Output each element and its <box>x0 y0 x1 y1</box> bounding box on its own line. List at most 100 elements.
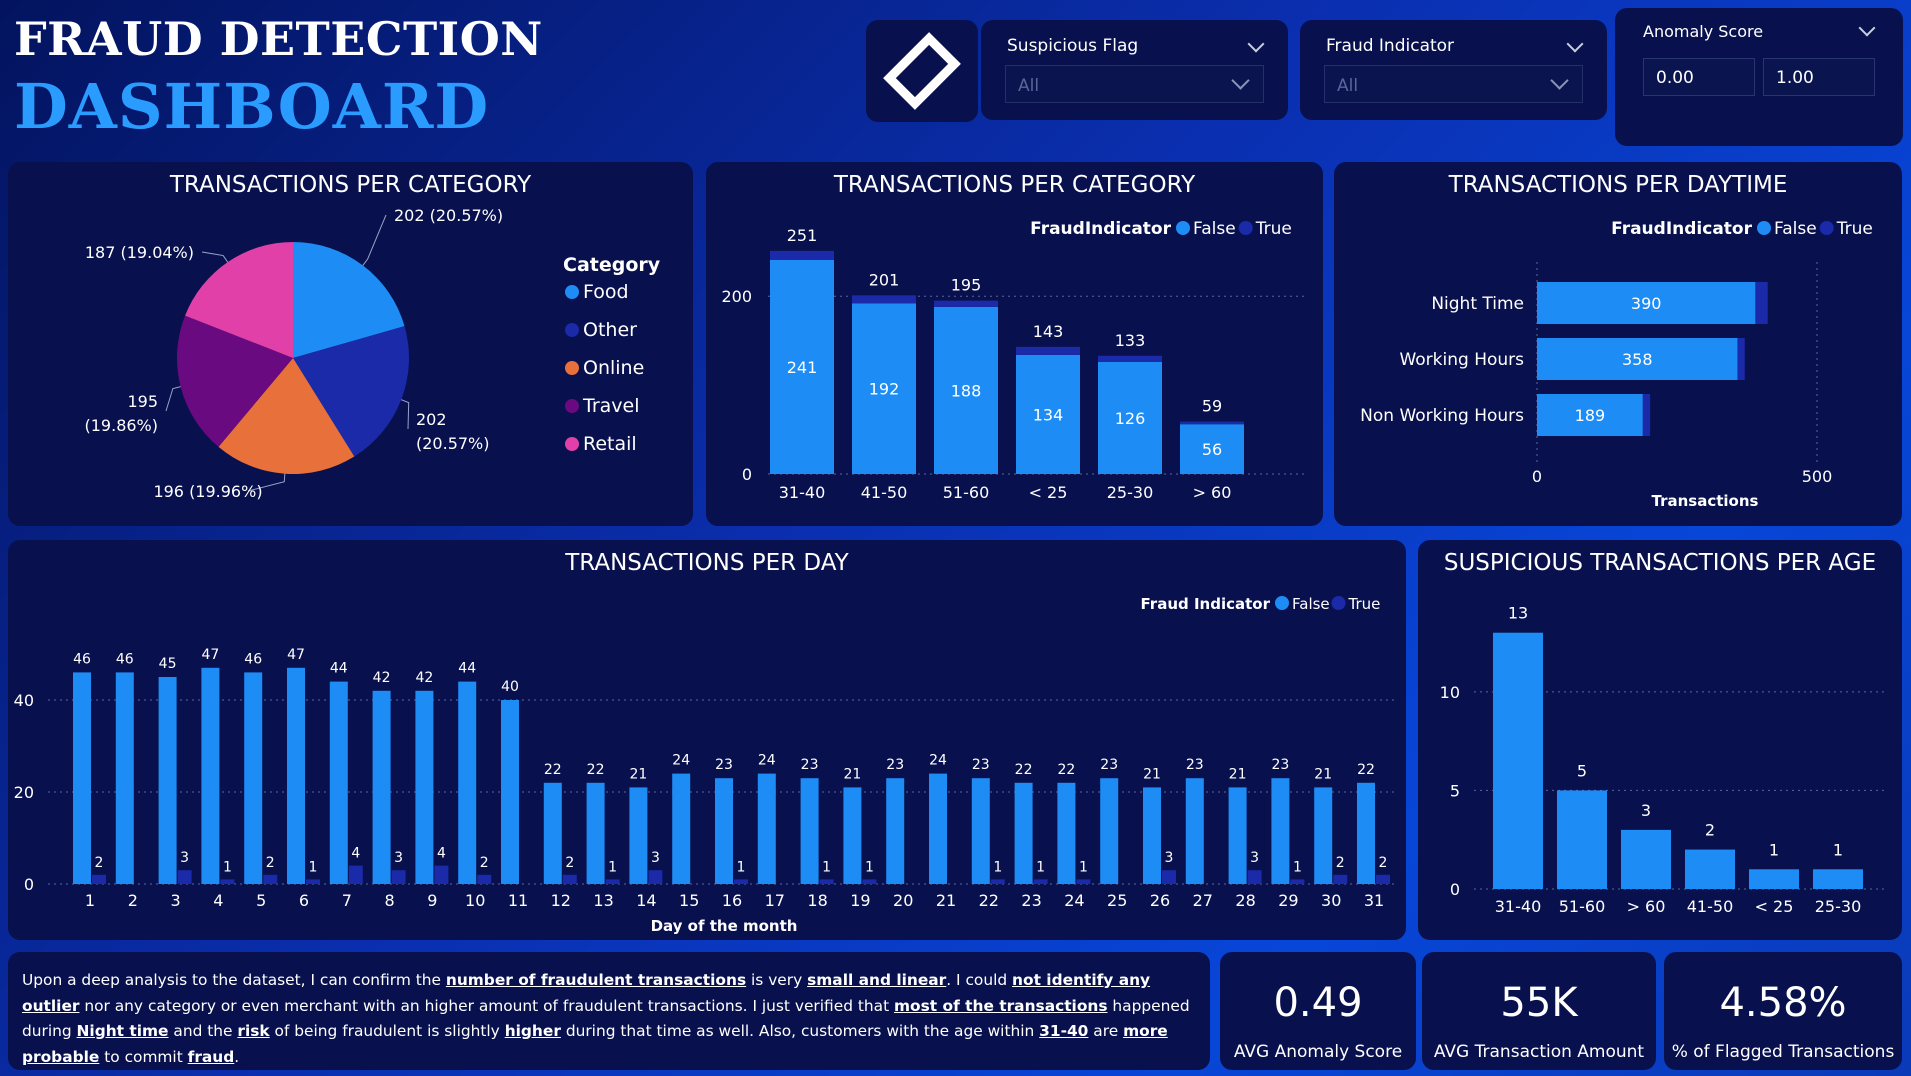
bar-true <box>1737 338 1745 380</box>
pie-slice <box>293 242 405 358</box>
logo-tile <box>866 20 978 122</box>
day-chart-title: TRANSACTIONS PER DAY <box>565 550 849 576</box>
bar-false <box>1057 782 1076 884</box>
pie-legend-item: Other <box>583 319 637 341</box>
bar-false-label: 47 <box>201 647 219 663</box>
x-tick-label: 3 <box>171 891 181 910</box>
bar-false <box>843 787 862 884</box>
y-tick-label: 40 <box>14 691 34 710</box>
chevron-down-icon[interactable] <box>1566 35 1584 53</box>
fraud-indicator-filter[interactable]: Fraud Indicator All <box>1300 20 1607 120</box>
x-tick-label: 8 <box>385 891 395 910</box>
pie-legend-item: Food <box>583 281 629 303</box>
bar-false-label: 44 <box>458 661 476 677</box>
chevron-down-icon[interactable] <box>1858 19 1876 37</box>
x-tick-label: 4 <box>213 891 223 910</box>
x-axis-label: Transactions <box>1652 492 1759 510</box>
age-chart-title: SUSPICIOUS TRANSACTIONS PER AGE <box>1443 550 1877 576</box>
x-tick-label: 7 <box>342 891 352 910</box>
bar-true-label: 1 <box>608 859 617 875</box>
bar-true-label: 3 <box>180 850 189 866</box>
pie-data-label: 202 (20.57%) <box>394 206 503 225</box>
bar-false <box>929 773 947 884</box>
legend-false-label: False <box>1292 595 1330 613</box>
x-tick-label: 41-50 <box>1687 897 1734 916</box>
bar-total-label: 59 <box>1202 397 1222 416</box>
bar-false-label: 47 <box>287 647 305 663</box>
chevron-down-icon[interactable] <box>1247 35 1265 53</box>
bar-false-label: 45 <box>159 656 177 672</box>
bar-true-label: 2 <box>565 855 574 871</box>
bar-true <box>434 865 449 884</box>
y-category-label: Night Time <box>1431 294 1524 314</box>
bar-true <box>1376 874 1390 884</box>
x-tick-label: < 25 <box>1029 483 1068 502</box>
bar-true <box>605 879 620 884</box>
bar-false <box>543 782 562 884</box>
y-tick-label: 0 <box>742 465 752 484</box>
bar-true <box>852 295 916 304</box>
x-tick-label: 41-50 <box>861 483 908 502</box>
suspicious-flag-label: Suspicious Flag <box>1007 36 1139 56</box>
y-tick-label: 200 <box>721 287 752 306</box>
fraud-indicator-select[interactable]: All <box>1324 65 1583 103</box>
anomaly-score-filter[interactable]: Anomaly Score 0.00 1.00 <box>1615 8 1903 146</box>
suspicious-flag-select[interactable]: All <box>1005 65 1264 103</box>
bar-false <box>1016 354 1080 474</box>
bar-true <box>92 874 106 884</box>
legend-label: FraudIndicator <box>1611 219 1752 239</box>
suspicious-flag-filter[interactable]: Suspicious Flag All <box>981 20 1288 120</box>
bar-true-label: 4 <box>437 846 446 862</box>
anomaly-max-input[interactable]: 1.00 <box>1763 58 1875 96</box>
bar-false-label: 23 <box>801 757 819 773</box>
bar-value-label: 13 <box>1508 604 1528 623</box>
kpi-card-flagged: 4.58% % of Flagged Transactions <box>1664 952 1902 1070</box>
bar-true-label: 2 <box>480 855 489 871</box>
kpi-label: AVG Anomaly Score <box>1233 1042 1403 1062</box>
bar-true <box>990 879 1005 884</box>
y-tick-label: 20 <box>14 783 34 802</box>
x-tick-label: > 60 <box>1627 897 1666 916</box>
x-tick-label: 0 <box>1532 467 1542 486</box>
x-tick-label: 14 <box>636 891 656 910</box>
kpi-label: AVG Transaction Amount <box>1433 1042 1645 1062</box>
bar-total-label: 133 <box>1115 331 1146 350</box>
bar-true-label: 1 <box>865 859 874 875</box>
bar-false-label: 22 <box>1015 762 1033 778</box>
pie-chart-title: TRANSACTIONS PER CATEGORY <box>169 172 532 198</box>
bar-false-label: 46 <box>244 651 262 667</box>
anomaly-score-label: Anomaly Score <box>1643 22 1764 41</box>
bar-true-label: 2 <box>266 855 275 871</box>
bar-false-label: 23 <box>886 757 904 773</box>
bar-false-label: 22 <box>1357 762 1375 778</box>
pie-leader-line <box>201 251 229 263</box>
x-tick-label: 20 <box>893 891 913 910</box>
bar-true <box>562 874 577 884</box>
x-tick-label: 17 <box>765 891 785 910</box>
bar-false-label: 40 <box>501 679 519 695</box>
bar-total-label: 251 <box>787 226 818 245</box>
pie-legend-swatch <box>565 399 579 413</box>
bar-true-label: 3 <box>1165 850 1174 866</box>
bar-true <box>1333 874 1348 884</box>
pie-legend-swatch <box>565 323 579 337</box>
bar-true <box>391 870 406 884</box>
pie-chart-panel: TRANSACTIONS PER CATEGORY Category 202 (… <box>8 162 693 526</box>
x-tick-label: > 60 <box>1193 483 1232 502</box>
legend-label: FraudIndicator <box>1030 219 1171 239</box>
x-tick-label: 27 <box>1193 891 1213 910</box>
x-tick-label: 2 <box>128 891 138 910</box>
bar-false <box>329 681 348 884</box>
bar-true-label: 1 <box>737 859 746 875</box>
chevron-down-icon <box>1231 71 1250 90</box>
anomaly-min-input[interactable]: 0.00 <box>1643 58 1755 96</box>
bar-false-label: 21 <box>1143 766 1161 782</box>
bar-false <box>971 778 990 884</box>
bar-false <box>1314 787 1333 884</box>
legend-true-label: True <box>1255 219 1292 239</box>
x-tick-label: 13 <box>593 891 613 910</box>
bar-false-label: 358 <box>1622 350 1653 369</box>
bar-value-label: 5 <box>1577 761 1587 780</box>
bar <box>1813 869 1863 889</box>
bar-false-label: 46 <box>116 651 134 667</box>
